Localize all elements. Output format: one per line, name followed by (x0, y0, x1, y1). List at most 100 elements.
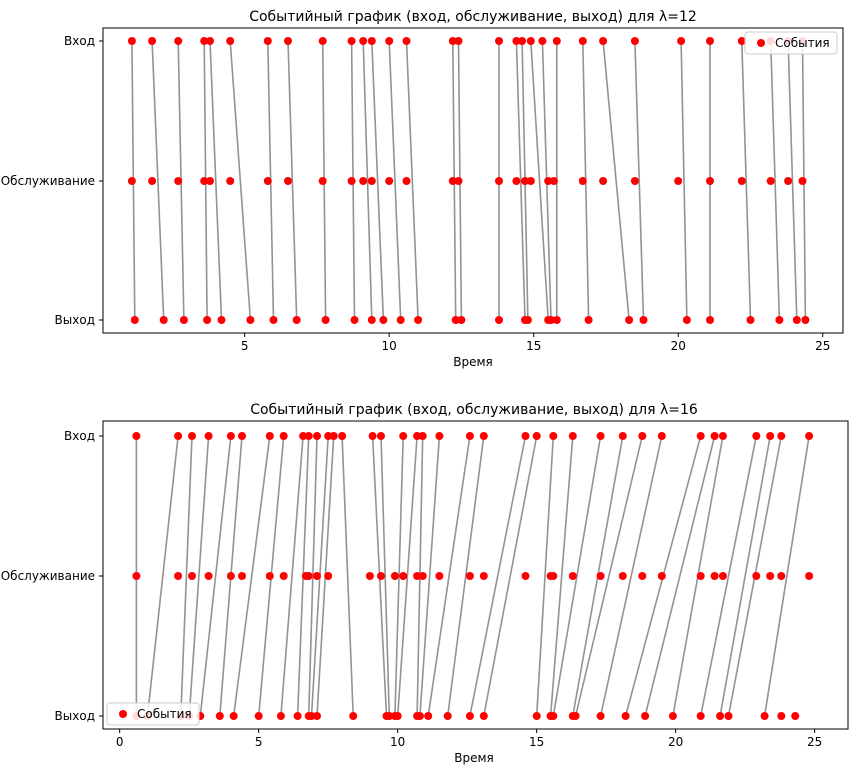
event-line (574, 435, 644, 717)
event-point (512, 177, 521, 185)
event-point (521, 432, 530, 440)
event-line (209, 40, 223, 321)
event-line (146, 435, 179, 717)
x-tick-label: 5 (241, 339, 249, 353)
event-point (784, 177, 793, 185)
event-point (710, 572, 719, 580)
x-tick-label: 20 (671, 339, 686, 353)
event-point (385, 37, 394, 45)
event-point (263, 177, 272, 185)
event-point (338, 432, 347, 440)
y-tick-label: Обслуживание (1, 174, 95, 188)
x-tick-label: 5 (255, 735, 263, 749)
event-point (552, 37, 561, 45)
event-point (188, 432, 196, 440)
event-point (465, 712, 474, 720)
event-point (359, 37, 368, 45)
chart-panel-1: Событийный график (вход, обслуживание, в… (1, 9, 844, 369)
event-point (682, 316, 691, 324)
event-point (402, 177, 411, 185)
event-point (523, 316, 532, 324)
event-point (359, 177, 368, 185)
event-point (292, 316, 301, 324)
event-point (706, 177, 714, 185)
event-line (151, 40, 165, 321)
event-point (130, 316, 139, 324)
event-line (396, 435, 418, 717)
event-point (204, 572, 213, 580)
event-line (307, 435, 318, 717)
event-point (549, 432, 558, 440)
event-point (596, 432, 605, 440)
event-point (752, 432, 761, 440)
event-point (379, 316, 388, 324)
event-line (483, 435, 538, 717)
event-line (787, 40, 798, 321)
event-point (347, 37, 356, 45)
event-point (549, 572, 558, 580)
y-tick-label: Вход (64, 34, 95, 48)
event-point (791, 712, 800, 720)
event-point (571, 712, 580, 720)
event-point (132, 572, 141, 580)
event-point (526, 37, 535, 45)
event-point (377, 432, 385, 440)
event-point (521, 177, 529, 185)
legend-label: События (775, 36, 830, 50)
event-point (443, 712, 452, 720)
event-point (798, 177, 807, 185)
y-tick-label: Вход (64, 429, 95, 443)
event-point (792, 316, 801, 324)
event-line (388, 40, 402, 321)
event-point (206, 37, 214, 45)
event-point (159, 316, 168, 324)
event-point (479, 572, 488, 580)
event-point (766, 177, 775, 185)
event-point (132, 432, 141, 440)
event-point (777, 712, 786, 720)
event-line (763, 435, 810, 717)
event-point (457, 316, 466, 324)
event-point (226, 37, 235, 45)
event-line (199, 435, 232, 717)
legend-marker (757, 39, 765, 47)
event-point (367, 37, 376, 45)
event-point (206, 177, 214, 185)
event-line (644, 435, 716, 717)
event-line (405, 40, 419, 321)
event-point (174, 177, 183, 185)
event-line (535, 435, 555, 717)
event-point (710, 432, 719, 440)
event-point (200, 177, 209, 185)
event-point (495, 316, 503, 324)
event-point (365, 572, 374, 580)
event-point (668, 712, 677, 720)
event-point (324, 432, 333, 440)
event-point (532, 432, 541, 440)
event-point (424, 712, 433, 720)
legend-box (106, 702, 200, 726)
event-point (454, 37, 463, 45)
event-point (435, 572, 444, 580)
event-point (568, 432, 577, 440)
event-point (568, 572, 577, 580)
event-point (495, 177, 503, 185)
event-line (549, 435, 574, 717)
plot-frame (102, 27, 844, 334)
event-point (696, 432, 705, 440)
event-point (696, 712, 705, 720)
event-point (584, 316, 593, 324)
event-point (775, 316, 784, 324)
event-point (777, 572, 786, 580)
event-point (226, 177, 235, 185)
event-line (188, 435, 210, 717)
event-line (362, 40, 373, 321)
event-line (469, 435, 527, 717)
event-point (521, 572, 530, 580)
event-point (805, 572, 814, 580)
event-point (200, 37, 209, 45)
event-point (307, 712, 316, 720)
event-point (706, 316, 714, 324)
event-point (299, 432, 308, 440)
event-point (718, 572, 727, 580)
